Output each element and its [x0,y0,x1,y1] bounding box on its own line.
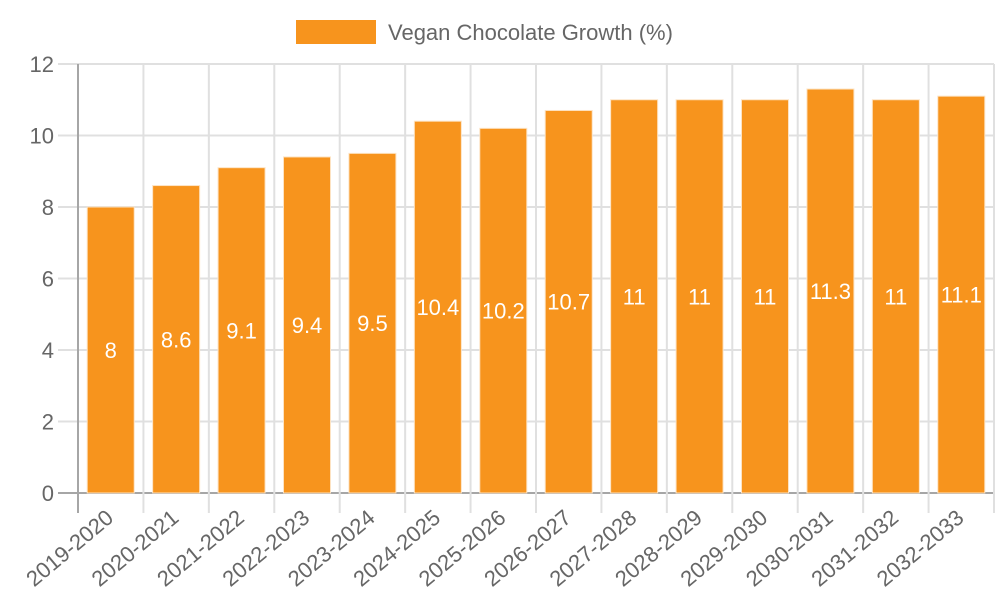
y-tick-label: 2 [42,410,54,435]
data-label: 9.4 [292,313,323,338]
data-label: 11 [884,284,907,309]
data-label: 11 [623,284,646,309]
data-label: 10.4 [416,295,459,320]
bar [741,99,789,494]
data-label: 9.5 [357,311,388,336]
data-labels: 8 8.6 9.1 9.4 9.5 10.4 10.2 10.7 11 11 11 11.3 11 11.… [105,279,982,363]
data-label: 11.1 [941,283,982,308]
y-tick-label: 12 [30,52,54,77]
bar [675,99,724,494]
y-tick-label: 6 [42,267,54,292]
data-label: 9.1 [226,318,257,343]
bar [413,120,462,494]
y-tick-label: 8 [42,195,54,220]
bar [544,109,593,494]
x-axis-ticks: 2019-20202020-20212021-20222022-20232023… [21,505,968,592]
bar [217,167,266,494]
legend-swatch [296,20,376,44]
data-label: 11 [688,284,711,309]
legend[interactable]: Vegan Chocolate Growth (%) [296,20,673,45]
y-tick-label: 4 [42,338,54,363]
bar [610,99,659,494]
data-label: 10.7 [547,290,590,315]
data-label: 10.2 [482,299,525,324]
bar [937,95,986,494]
bar [348,152,397,494]
y-axis-ticks: 0 2 4 6 8 10 12 [30,52,54,506]
data-label: 8.6 [161,327,192,352]
data-label: 11.3 [810,279,851,304]
data-label: 11 [754,284,777,309]
bar [806,88,855,494]
bar [479,127,528,494]
y-tick-label: 10 [30,124,54,149]
bars [86,88,986,494]
bar [283,156,331,494]
y-tick-label: 0 [42,481,54,506]
bar [86,206,135,494]
bar [871,99,920,494]
legend-label: Vegan Chocolate Growth (%) [388,20,673,45]
bar [152,185,201,494]
data-label: 8 [105,338,117,363]
